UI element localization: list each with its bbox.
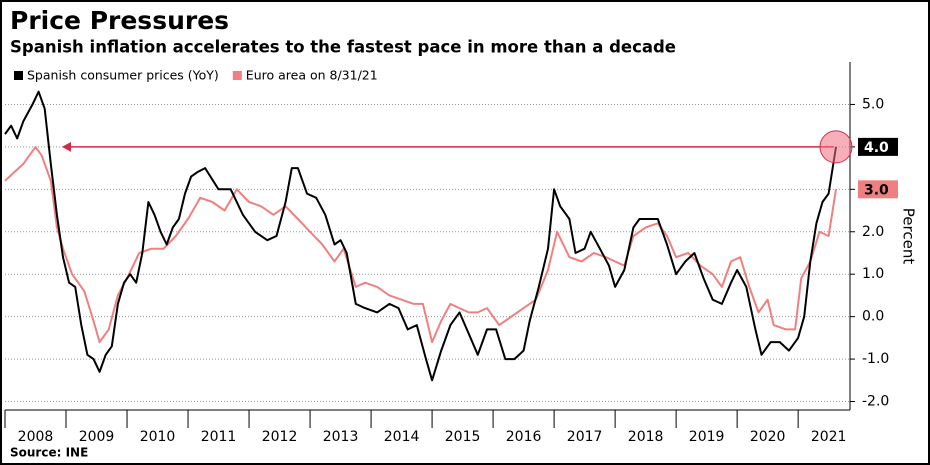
y-tick-label: 0.0 (862, 309, 884, 325)
legend-label: Spanish consumer prices (YoY) (27, 68, 219, 83)
y-tick-label: -1.0 (862, 351, 889, 367)
chart-subtitle: Spanish inflation accelerates to the fas… (10, 38, 676, 57)
x-tick-label: 2021 (811, 429, 847, 445)
x-tick-label: 2009 (79, 429, 115, 445)
arrow-head (62, 141, 71, 152)
x-tick-label: 2015 (445, 429, 481, 445)
x-tick-label: 2011 (201, 429, 237, 445)
legend-swatch (14, 71, 23, 80)
y-tick-label: -2.0 (862, 394, 889, 410)
end-tag (858, 180, 898, 199)
x-tick-label: 2018 (628, 429, 664, 445)
end-tag (858, 137, 898, 156)
series-line (4, 90, 837, 382)
x-tick-label: 2012 (262, 429, 298, 445)
source: Source: INE (10, 446, 88, 460)
x-tick-label: 2016 (506, 429, 542, 445)
x-tick-label: 2010 (140, 429, 176, 445)
legend: Spanish consumer prices (YoY) Euro area o… (8, 65, 394, 87)
highlight-circle (819, 130, 853, 164)
x-tick-label: 2008 (18, 429, 54, 445)
y-tick-label: 1.0 (862, 266, 884, 282)
x-tick-label: 2020 (750, 429, 786, 445)
x-tick-label: 2017 (567, 429, 603, 445)
chart-title: Price Pressures (10, 6, 229, 35)
x-tick-label: 2019 (689, 429, 725, 445)
end-tag-label: 3.0 (864, 182, 889, 198)
legend-box (8, 65, 394, 87)
legend-label: Euro area on 8/31/21 (246, 68, 378, 83)
x-tick-label: 2013 (323, 429, 359, 445)
x-tick-label: 2014 (384, 429, 420, 445)
end-tag-label: 4.0 (864, 140, 889, 156)
y-tick-label: 5.0 (862, 96, 884, 112)
y-tick-label: 2.0 (862, 224, 884, 240)
legend-swatch (232, 71, 242, 80)
y-axis-label: Percent (900, 208, 918, 265)
